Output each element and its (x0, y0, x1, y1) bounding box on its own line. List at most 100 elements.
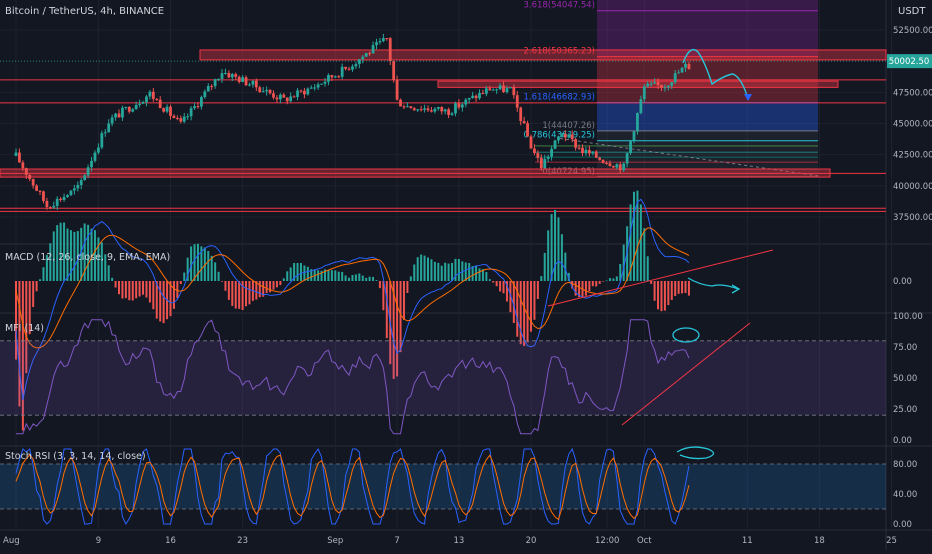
macd-histogram-bar (80, 227, 83, 281)
macd-histogram-bar (56, 225, 59, 281)
fib-label-0: 3.618(54047.54) (523, 1, 595, 11)
candle-body (303, 90, 306, 95)
candle-body (306, 88, 310, 95)
macd-histogram-bar (468, 262, 471, 281)
candle-body (134, 104, 138, 110)
candle-body (509, 87, 512, 89)
sr-zone-2 (0, 168, 831, 178)
candle-body (320, 83, 323, 85)
macd-histogram-bar (275, 281, 278, 288)
candle-body (406, 106, 409, 108)
macd-histogram-bar (368, 276, 371, 281)
macd-histogram-bar (433, 261, 436, 281)
candle-body (31, 178, 35, 186)
stoch-d-line (15, 454, 690, 521)
fib-label-3: 1(44407.26) (542, 121, 595, 131)
macd-histogram-bar (114, 281, 117, 288)
candle-body (213, 79, 217, 87)
candle-body (454, 103, 457, 114)
macd-histogram-bar (399, 281, 402, 353)
candle-body (430, 110, 433, 112)
candle-body (52, 205, 56, 208)
candle-body (351, 66, 354, 70)
candle-body (467, 97, 471, 100)
currency-label: USDT (898, 6, 926, 17)
macd-histogram-bar (650, 281, 653, 284)
macd-histogram-bar (93, 230, 96, 281)
macd-histogram-bar (464, 262, 467, 281)
candle-body (69, 190, 73, 196)
macd-histogram-bar (248, 281, 251, 305)
fib-zone-blue (597, 102, 818, 131)
stochrsi-band (0, 464, 886, 509)
macd-histogram-bar (687, 281, 690, 296)
candle-body (234, 74, 238, 77)
candle-body (103, 132, 107, 134)
candle-body (608, 163, 612, 167)
macd-histogram-bar (145, 281, 148, 298)
candle-body (141, 102, 145, 104)
candle-body (76, 185, 80, 189)
candle-body (203, 91, 207, 98)
candle-body (653, 82, 656, 84)
candle-body (660, 84, 663, 88)
macd-histogram-bar (502, 281, 505, 294)
candle-body (131, 109, 135, 112)
candle-body (217, 78, 220, 80)
stochrsi-tick-label: 40.00 (893, 490, 917, 500)
candle-body (251, 80, 255, 85)
macd-histogram-bar (104, 254, 107, 281)
candle-body (646, 83, 650, 87)
macd-histogram-bar (622, 244, 625, 281)
macd-histogram-bar (176, 281, 179, 299)
arrow-right-icon (731, 284, 741, 294)
time-tick-label: 25 (886, 536, 897, 546)
macd-histogram-bar (87, 224, 90, 281)
candle-body (186, 116, 190, 118)
candle-body (38, 190, 42, 192)
time-tick-label: Oct (637, 536, 652, 546)
macd-histogram-bar (413, 264, 416, 281)
candle-body (505, 88, 509, 93)
mfi-highlight-circle (672, 327, 700, 343)
candle-body (316, 84, 320, 88)
candle-body (261, 91, 265, 93)
price-tick-label: 52500.00 (893, 26, 932, 36)
macd-histogram-bar (612, 278, 615, 281)
mfi-trendline (621, 322, 751, 426)
candle-body (460, 104, 464, 108)
macd-histogram-bar (523, 281, 526, 346)
macd-histogram-bar (83, 223, 86, 281)
macd-histogram-bar (602, 281, 605, 282)
candle-body (560, 134, 564, 137)
candle-body (220, 73, 224, 79)
time-tick-label: Aug (3, 536, 20, 546)
macd-arrow-path (687, 277, 739, 290)
candle-body (83, 175, 87, 181)
macd-histogram-bar (660, 281, 663, 312)
candle-body (464, 99, 468, 105)
time-tick-label: 7 (394, 536, 399, 546)
candle-body (598, 157, 602, 160)
macd-histogram-bar (258, 281, 261, 298)
macd-histogram-bar (341, 271, 344, 281)
macd-histogram-bar (324, 269, 326, 281)
macd-histogram-bar (227, 281, 230, 300)
candle-body (93, 152, 97, 161)
macd-histogram-bar (451, 262, 454, 281)
candle-body (488, 88, 492, 91)
candle-body (354, 64, 358, 67)
candle-body (519, 107, 523, 122)
candle-body (97, 147, 100, 153)
macd-histogram-bar (530, 281, 532, 332)
macd-histogram-bar (636, 190, 639, 281)
candle-body (244, 77, 248, 86)
macd-histogram-bar (485, 272, 488, 281)
macd-histogram-bar (200, 246, 203, 281)
time-tick-label: 11 (742, 536, 753, 546)
macd-histogram-bar (361, 275, 364, 281)
macd-histogram-bar (440, 265, 443, 281)
macd-histogram-bar (97, 237, 100, 281)
